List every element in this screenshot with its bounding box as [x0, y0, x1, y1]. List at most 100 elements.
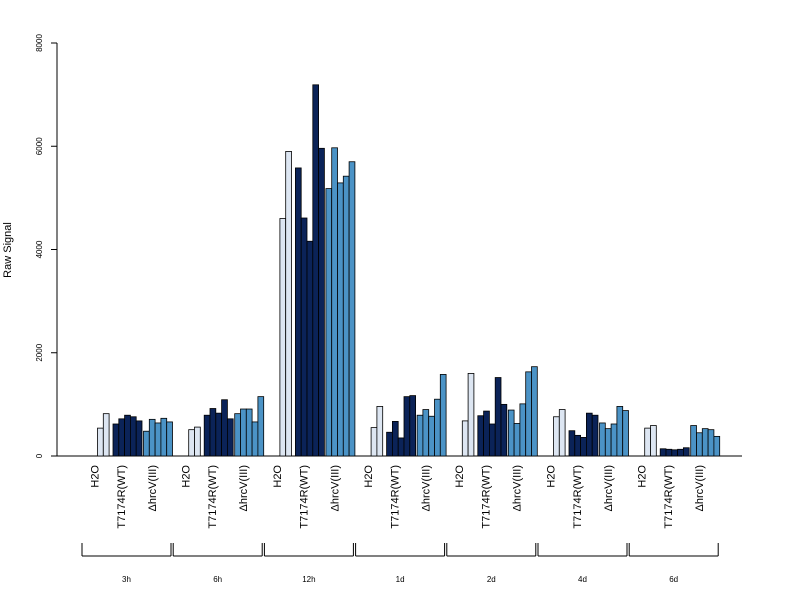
- bar: [129, 416, 137, 457]
- bar: [397, 437, 405, 457]
- bar: [342, 175, 350, 457]
- condition-label: T7174R(WT): [390, 465, 402, 529]
- y-axis: 0 2000 4000 6000 8000: [35, 34, 58, 458]
- bar: [513, 423, 521, 457]
- bar: [416, 414, 424, 457]
- bar: [166, 421, 173, 457]
- bar: [701, 428, 709, 457]
- bar: [102, 413, 110, 457]
- bar: [240, 408, 247, 457]
- condition-label: T7174R(WT): [116, 465, 128, 529]
- bar: [300, 217, 308, 457]
- y-tick-label: 8000: [35, 34, 44, 52]
- bar: [112, 423, 120, 457]
- bar: [160, 417, 168, 457]
- bar: [580, 437, 587, 457]
- bars: [97, 84, 721, 457]
- bar: [148, 418, 156, 457]
- bar: [434, 398, 441, 457]
- bar: [124, 414, 131, 457]
- time-label: 6h: [213, 575, 222, 584]
- bar: [325, 188, 333, 457]
- condition-labels: H2O T7174R(WT) ΔhrcV(III) H2O T7174R(WT) Δhrc…: [89, 465, 706, 529]
- bar: [494, 377, 502, 457]
- bar: [370, 427, 378, 457]
- bar: [690, 425, 697, 457]
- time-label: 2d: [487, 575, 496, 584]
- condition-label: ΔhrcV(III): [238, 465, 250, 511]
- condition-label: T7174R(WT): [481, 465, 493, 529]
- condition-label: ΔhrcV(III): [603, 465, 615, 511]
- bar: [696, 432, 703, 457]
- bar: [97, 427, 104, 457]
- bar: [591, 414, 599, 457]
- bar: [650, 425, 657, 457]
- condition-label: H2O: [89, 465, 101, 488]
- bar: [677, 448, 684, 457]
- bar: [135, 420, 143, 457]
- bar: [285, 151, 292, 457]
- bar: [306, 240, 314, 457]
- bar: [488, 423, 496, 457]
- bar: [525, 371, 532, 457]
- bar: [386, 431, 393, 457]
- bar: [507, 409, 515, 457]
- bar: [226, 418, 234, 457]
- condition-label: T7174R(WT): [663, 465, 675, 529]
- condition-label: H2O: [545, 465, 557, 488]
- time-label: 12h: [302, 575, 315, 584]
- bar: [568, 430, 576, 457]
- condition-label: H2O: [637, 465, 649, 488]
- bar: [553, 416, 560, 457]
- condition-label: ΔhrcV(III): [329, 465, 341, 511]
- time-brackets: 3h 6h 12h 1d 2d 4d 6d: [81, 543, 719, 584]
- bar: [500, 403, 508, 457]
- bar: [671, 449, 678, 457]
- bar: [251, 421, 259, 457]
- bar: [331, 147, 338, 457]
- condition-label: T7174R(WT): [298, 465, 310, 529]
- condition-label: ΔhrcV(III): [147, 465, 159, 511]
- time-label: 3h: [122, 575, 131, 584]
- bar: [294, 167, 302, 457]
- condition-label: H2O: [272, 465, 284, 488]
- bar: [519, 403, 527, 457]
- y-tick-label: 2000: [35, 343, 44, 361]
- bar: [558, 409, 566, 457]
- bar: [467, 372, 475, 457]
- bar: [312, 84, 319, 457]
- condition-label: H2O: [454, 465, 466, 488]
- condition-label: ΔhrcV(III): [421, 465, 433, 511]
- bar: [209, 408, 217, 457]
- bar: [707, 429, 715, 457]
- bar: [215, 412, 223, 457]
- bar: [391, 421, 399, 457]
- bar: [188, 429, 195, 457]
- bar: [483, 410, 490, 457]
- bar: [194, 426, 201, 457]
- bar: [659, 448, 667, 457]
- bar: [477, 415, 484, 457]
- bar: [610, 423, 618, 457]
- bar: [644, 427, 651, 457]
- bar: [683, 447, 690, 457]
- condition-label: T7174R(WT): [207, 465, 219, 529]
- bar: [337, 182, 344, 457]
- condition-label: ΔhrcV(III): [694, 465, 706, 511]
- condition-label: H2O: [181, 465, 193, 488]
- condition-label: T7174R(WT): [572, 465, 584, 529]
- y-tick-label: 0: [35, 453, 44, 458]
- bar: [245, 408, 253, 457]
- bar: [118, 418, 126, 457]
- bar: [257, 396, 265, 457]
- bar: [574, 434, 581, 457]
- bar: [403, 396, 411, 457]
- bar: [154, 422, 162, 457]
- y-tick-label: 4000: [35, 240, 44, 258]
- bar: [422, 409, 430, 457]
- condition-label: ΔhrcV(III): [512, 465, 524, 511]
- bar: [348, 161, 356, 457]
- bar: [143, 430, 150, 457]
- bar: [318, 147, 325, 457]
- bar: [586, 412, 593, 457]
